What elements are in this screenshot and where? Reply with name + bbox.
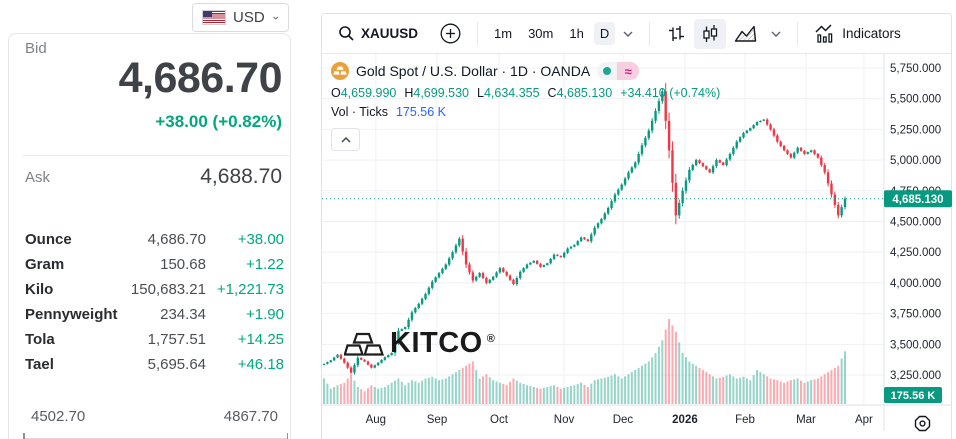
chevron-down-icon <box>771 31 781 37</box>
plus-circle-icon <box>440 23 461 44</box>
ohlc-row: O4,659.990 H4,699.530 L4,634.355 C4,685.130… <box>331 85 720 100</box>
chart-toolbar: XAUUSD 1m 30m 1h D <box>322 14 951 54</box>
chevron-down-icon <box>623 31 633 37</box>
range-track-right-tick <box>286 433 288 439</box>
unit-name: Tael <box>25 356 54 373</box>
interval-button-1m[interactable]: 1m <box>494 26 513 41</box>
unit-change: +14.25 <box>237 331 284 348</box>
market-open-dot-icon <box>597 62 618 80</box>
divider <box>23 155 289 156</box>
bid-label: Bid <box>25 40 47 57</box>
candlestick-chart-icon <box>703 24 718 42</box>
interval-button-30m[interactable]: 30m <box>528 26 554 41</box>
style-dropdown-button[interactable] <box>765 26 787 42</box>
registered-mark: ® <box>486 333 495 345</box>
currency-label: USD <box>233 9 265 26</box>
bars-style-button[interactable] <box>660 19 692 49</box>
unit-change: +38.00 <box>237 231 284 248</box>
watermark-text: KITCO <box>390 327 483 359</box>
range-track <box>23 433 288 439</box>
ask-price: 4,688.70 <box>200 165 282 188</box>
chart-plot-area[interactable] <box>323 54 885 406</box>
area-chart-icon <box>735 25 757 42</box>
unit-row: Ounce 4,686.70 +38.00 <box>9 227 290 252</box>
unit-name: Gram <box>25 256 65 273</box>
unit-row: Tael 5,695.64 +46.18 <box>9 352 290 377</box>
bid-change: +38.00 (+0.82%) <box>155 112 282 131</box>
range-high-value: 4867.70 <box>223 408 278 425</box>
volume-label: Vol · Ticks <box>331 104 388 119</box>
toolbar-separator <box>477 21 479 46</box>
unit-price: 150,683.21 <box>130 281 206 298</box>
unit-name: Ounce <box>25 231 72 248</box>
chevron-up-icon <box>340 136 351 143</box>
search-icon <box>339 26 354 41</box>
area-style-button[interactable] <box>728 19 763 48</box>
bars-chart-icon <box>669 25 685 41</box>
unit-price: 1,757.51 <box>147 331 206 348</box>
ohlc-o: O4,659.990 <box>331 85 397 100</box>
unit-row: Pennyweight 234.34 +1.90 <box>9 302 290 327</box>
unit-price-table: Ounce 4,686.70 +38.00 Gram 150.68 +1.22 Kilo 15… <box>9 227 290 377</box>
indicators-icon <box>815 24 833 43</box>
ohlc-change: +34.410 (+0.74%) <box>620 85 721 100</box>
range-low-value: 4502.70 <box>31 408 86 425</box>
bid-price: 4,686.70 <box>118 54 283 102</box>
interval-button-1h[interactable]: 1h <box>569 26 584 41</box>
gold-symbol-icon <box>331 62 349 80</box>
symbol-title[interactable]: Gold Spot / U.S. Dollar · 1D · OANDA <box>356 63 591 79</box>
candles-style-button[interactable] <box>694 18 727 49</box>
indicators-label: Indicators <box>842 26 901 41</box>
unit-price: 150.68 <box>160 256 206 273</box>
unit-price: 4,686.70 <box>147 231 206 248</box>
quote-panel: Bid 4,686.70 +38.00 (+0.82%) Ask 4,688.7… <box>8 33 291 439</box>
volume-row: Vol · Ticks 175.56 K <box>331 104 720 119</box>
unit-change: +1,221.73 <box>216 281 284 298</box>
unit-name: Pennyweight <box>25 306 118 323</box>
price-axis[interactable] <box>885 54 951 406</box>
us-flag-icon <box>202 10 226 25</box>
unit-price: 5,695.64 <box>147 356 206 373</box>
unit-change: +46.18 <box>237 356 284 373</box>
unit-change: +1.90 <box>246 306 284 323</box>
range-track-left-tick <box>23 433 25 439</box>
toolbar-separator <box>797 21 799 46</box>
ask-label: Ask <box>25 169 51 186</box>
interval-button-D[interactable]: D <box>593 22 616 45</box>
chart-panel: XAUUSD 1m 30m 1h D <box>321 13 952 439</box>
ohlc-c: C4,685.130 <box>547 85 613 100</box>
unit-row: Gram 150.68 +1.22 <box>9 252 290 277</box>
unit-price: 234.34 <box>160 306 206 323</box>
unit-name: Kilo <box>25 281 54 298</box>
unit-row: Tola 1,757.51 +14.25 <box>9 327 290 352</box>
compare-add-symbol-button[interactable] <box>434 18 467 49</box>
indicators-button[interactable]: Indicators <box>808 19 907 48</box>
volume-value[interactable]: 175.56 K <box>395 104 447 119</box>
interval-group: 1m 30m 1h D <box>488 22 616 45</box>
gear-icon <box>914 415 930 431</box>
currency-selector[interactable]: USD <box>192 3 289 32</box>
legend-collapse-button[interactable] <box>331 128 360 151</box>
unit-name: Tola <box>25 331 55 348</box>
toolbar-separator <box>649 21 651 46</box>
unit-change: +1.22 <box>246 256 284 273</box>
time-axis-settings-button[interactable] <box>911 412 933 434</box>
ohlc-l: L4,634.355 <box>476 85 540 100</box>
ohlc-h: H4,699.530 <box>404 85 469 100</box>
unit-row: Kilo 150,683.21 +1,221.73 <box>9 277 290 302</box>
symbol-label: XAUUSD <box>361 26 419 41</box>
interval-dropdown-button[interactable] <box>617 26 639 42</box>
time-axis[interactable] <box>323 406 885 439</box>
chevron-down-icon <box>272 16 278 20</box>
symbol-search-button[interactable]: XAUUSD <box>332 20 424 47</box>
kitco-watermark: KITCO ® <box>344 328 495 358</box>
